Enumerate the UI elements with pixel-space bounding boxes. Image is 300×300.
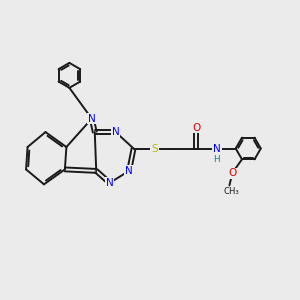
Text: N: N xyxy=(112,127,119,137)
Text: N: N xyxy=(106,178,114,188)
Text: N: N xyxy=(125,166,133,176)
Text: S: S xyxy=(151,143,158,154)
Text: O: O xyxy=(228,168,236,178)
Text: O: O xyxy=(192,123,200,133)
Text: N: N xyxy=(88,114,96,124)
Text: H: H xyxy=(213,155,220,164)
Text: CH₃: CH₃ xyxy=(224,188,240,196)
Text: N: N xyxy=(213,143,221,154)
